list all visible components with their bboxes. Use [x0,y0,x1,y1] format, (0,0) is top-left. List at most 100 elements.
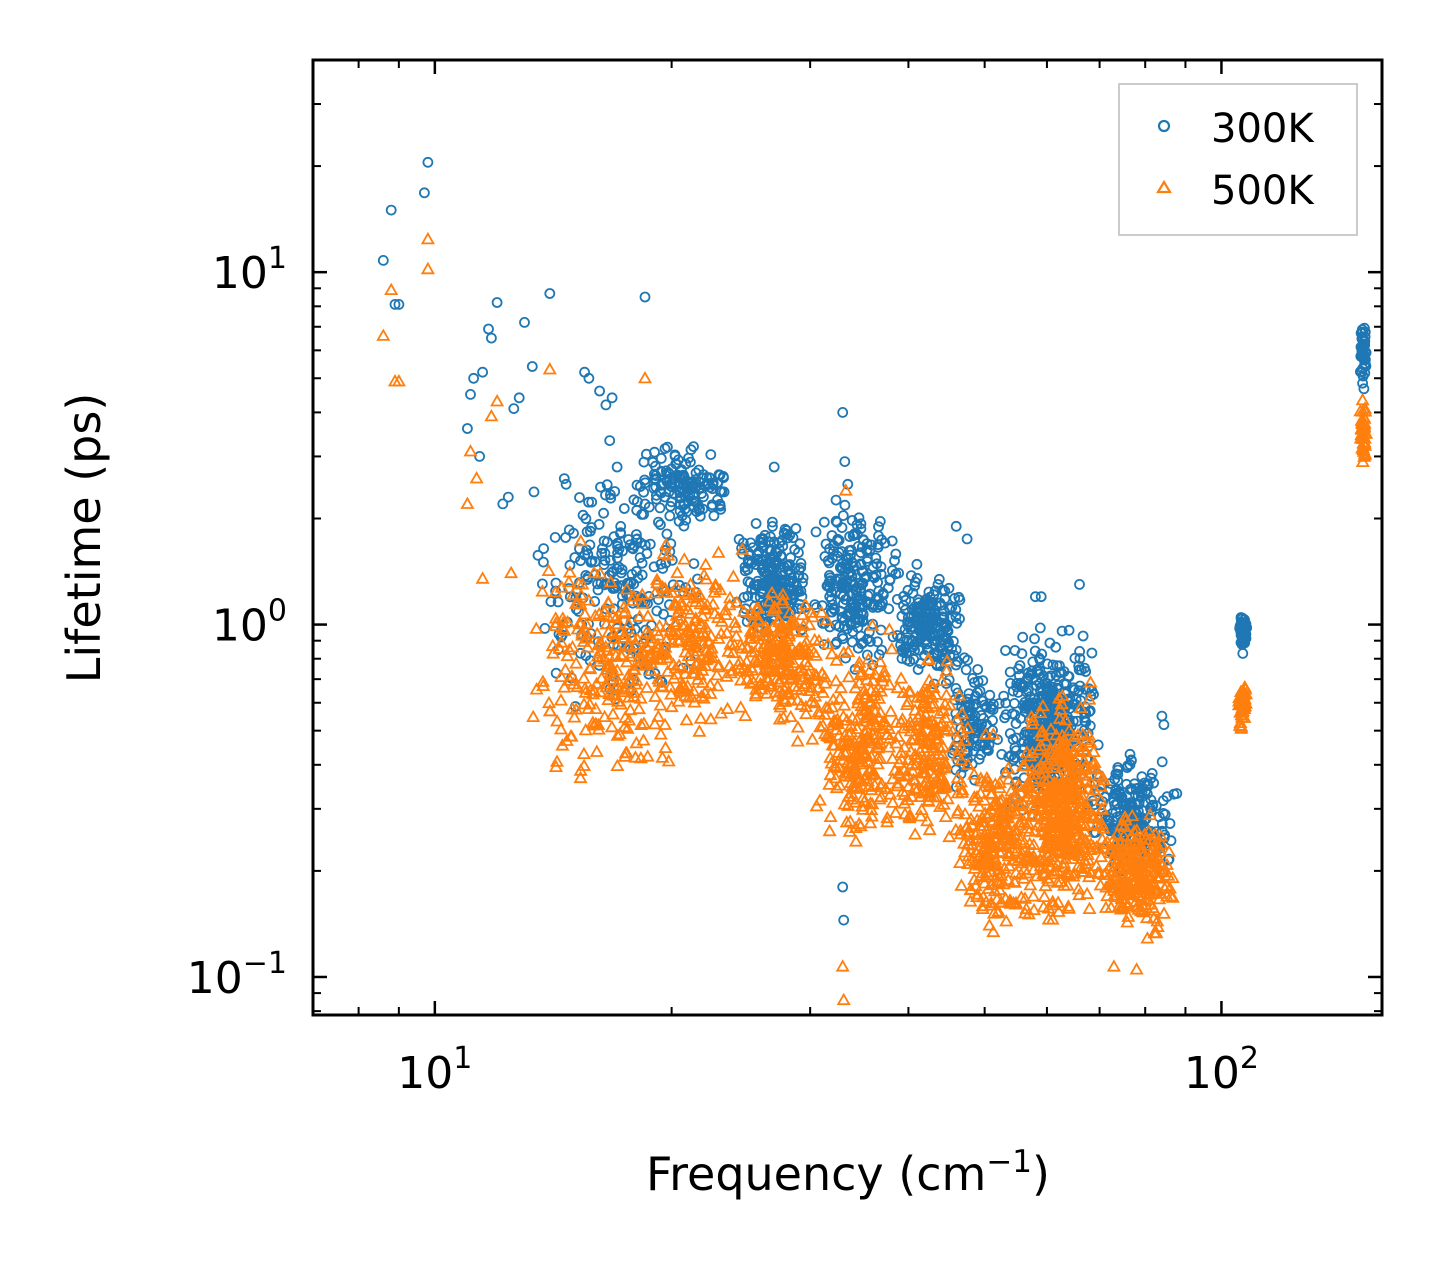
data-point [616,606,631,619]
data-point [1139,910,1154,924]
data-point [848,795,863,808]
data-point [835,959,850,972]
data-point [779,575,791,586]
data-point [843,718,859,731]
data-point [1084,788,1099,801]
data-point [1125,808,1140,821]
data-point [828,545,839,557]
data-point [862,590,874,602]
data-point [630,631,645,645]
data-point [827,599,839,611]
data-point [1094,816,1109,829]
data-point [504,565,519,579]
data-point [914,802,929,815]
data-point [967,872,982,885]
data-point [911,613,923,625]
data-point [989,892,1005,905]
data-point [785,666,800,679]
data-point [648,689,663,702]
data-point [1137,782,1148,793]
data-point [1030,762,1045,775]
data-point [957,733,972,746]
data-point [903,685,918,698]
data-point [544,288,556,299]
data-point [783,709,798,722]
data-point [961,824,976,838]
data-point [666,657,681,670]
data-point [975,901,990,914]
data-point [845,549,856,561]
data-point [998,690,1010,702]
data-point [763,562,775,573]
data-point [1113,855,1129,868]
data-point [1137,877,1152,890]
data-point [1007,734,1019,745]
data-point [1033,802,1048,815]
data-point [762,594,777,607]
data-point [750,655,765,668]
data-point [627,685,642,698]
data-point [841,669,856,683]
data-point [781,685,796,698]
data-point [625,629,640,643]
data-point [747,608,762,621]
data-point [845,737,860,751]
data-point [825,699,840,713]
data-point [629,540,640,551]
data-point [1121,778,1132,790]
data-point [617,719,632,733]
data-point [749,682,764,695]
data-point [666,625,681,638]
data-point [781,525,793,536]
data-point [1048,783,1063,797]
data-point [913,602,925,613]
data-point [574,543,585,555]
data-point [535,584,550,597]
data-point [934,673,949,687]
data-point [548,618,563,632]
data-point [1016,648,1028,660]
data-point [745,614,760,628]
data-point [818,516,830,528]
data-point [591,722,606,735]
data-point [1058,763,1073,777]
data-point [1235,616,1247,628]
data-point [718,603,733,616]
data-point [541,563,556,576]
data-point [1150,914,1165,927]
data-point [894,671,909,684]
data-point [1038,878,1053,892]
data-point [1145,802,1156,814]
data-point [785,575,797,587]
data-point [621,690,636,703]
data-point [1050,835,1065,848]
data-point [805,732,820,745]
data-point [1163,889,1179,902]
data-point [787,679,802,692]
data-point [601,625,616,638]
data-point [1043,714,1055,725]
data-point [820,636,836,650]
data-point [933,573,945,585]
data-point [795,643,810,656]
data-point [795,607,810,621]
data-point [1028,854,1043,867]
data-point [958,806,973,820]
data-point [883,787,898,800]
data-point [1035,723,1050,737]
data-point [738,592,750,603]
data-point [954,724,970,737]
data-point [925,737,940,750]
data-point [640,749,655,762]
data-point [901,767,916,781]
data-point [853,512,865,524]
data-point [861,633,873,645]
data-point [961,533,973,545]
data-point [1105,833,1120,846]
data-point [565,587,580,601]
data-point [1156,756,1168,768]
data-point [1355,392,1370,406]
data-point [855,802,870,815]
data-point [727,615,742,628]
data-point [604,719,619,733]
